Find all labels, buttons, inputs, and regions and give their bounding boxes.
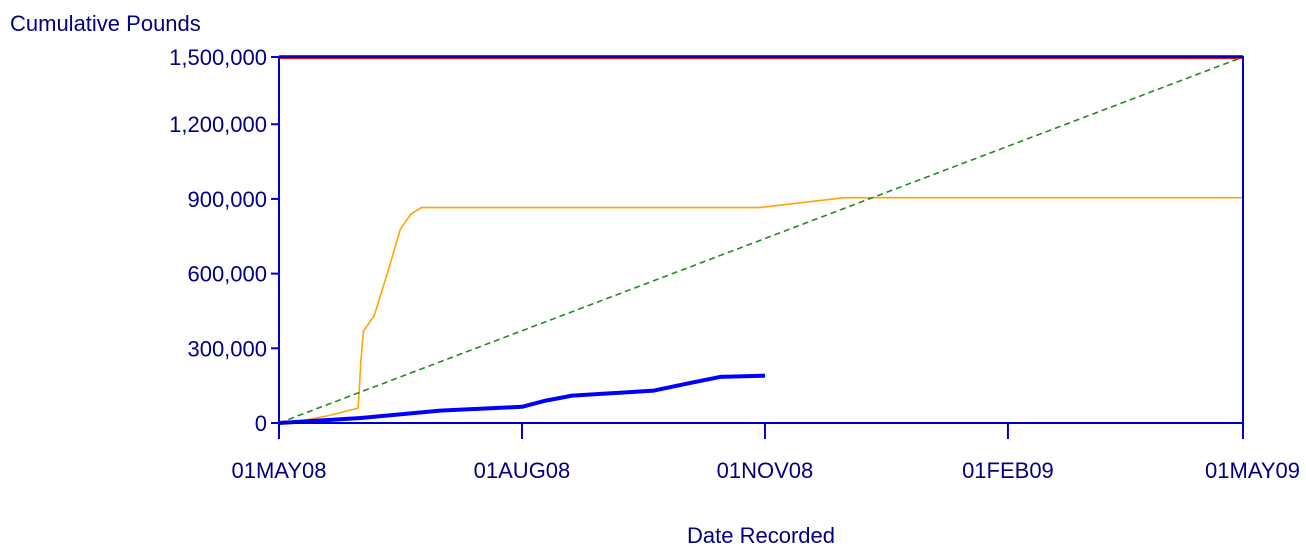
y-tick-label: 900,000 <box>187 187 267 212</box>
x-tick-label: 01MAY09 <box>1205 458 1300 483</box>
y-tick-label: 1,200,000 <box>169 112 267 137</box>
series-line-2 <box>278 196 1243 424</box>
y-tick-label: 0 <box>255 411 267 436</box>
x-axis-title: Date Recorded <box>687 523 835 548</box>
series-line-4 <box>278 373 766 425</box>
x-tick-label: 01AUG08 <box>474 458 571 483</box>
y-axis-title: Cumulative Pounds <box>10 11 201 36</box>
plot-frame <box>278 56 1244 424</box>
x-tick-label: 01MAY08 <box>232 458 327 483</box>
y-axis: 0 300,000 600,000 900,000 1,200,000 1,500,000 <box>169 45 279 436</box>
y-tick-label: 1,500,000 <box>169 45 267 70</box>
y-tick-label: 600,000 <box>187 262 267 287</box>
series-line-3 <box>278 56 1244 424</box>
x-tick-label: 01NOV08 <box>717 458 814 483</box>
x-tick-label: 01FEB09 <box>962 458 1054 483</box>
plot-lines <box>278 55 1244 425</box>
y-tick-label: 300,000 <box>187 336 267 361</box>
x-axis: 01MAY08 01AUG08 01NOV08 01FEB09 01MAY09 <box>232 423 1300 483</box>
